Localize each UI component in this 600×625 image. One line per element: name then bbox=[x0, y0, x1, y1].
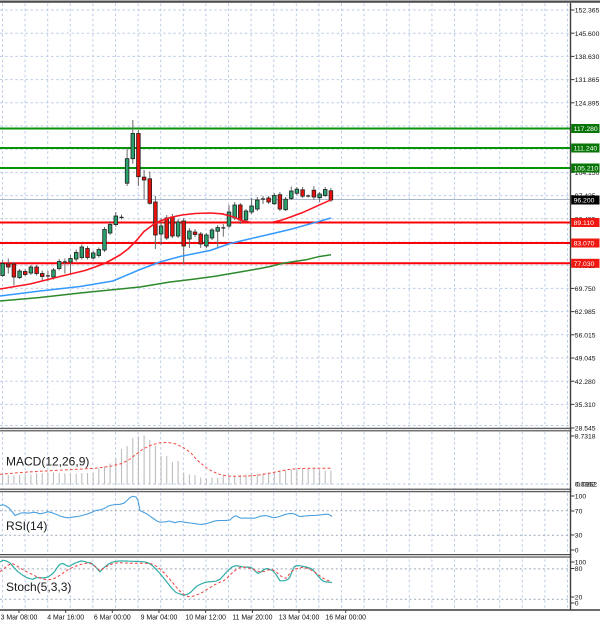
svg-text:131.865: 131.865 bbox=[575, 77, 600, 84]
svg-text:138.630: 138.630 bbox=[575, 54, 600, 61]
svg-text:16 Mar 00:00: 16 Mar 00:00 bbox=[325, 614, 366, 621]
svg-text:35.310: 35.310 bbox=[575, 402, 596, 409]
svg-text:117.280: 117.280 bbox=[574, 126, 598, 133]
svg-text:20: 20 bbox=[575, 595, 583, 602]
svg-text:13 Mar 04:00: 13 Mar 04:00 bbox=[279, 614, 320, 621]
svg-text:0: 0 bbox=[575, 548, 579, 555]
svg-text:0: 0 bbox=[575, 601, 579, 608]
svg-text:9 Mar 04:00: 9 Mar 04:00 bbox=[141, 614, 178, 621]
svg-text:RSI(14): RSI(14) bbox=[6, 519, 47, 533]
svg-text:145.600: 145.600 bbox=[575, 31, 600, 38]
svg-text:42.280: 42.280 bbox=[575, 379, 596, 386]
svg-text:0.0262: 0.0262 bbox=[576, 482, 597, 489]
svg-text:0.0362: 0.0362 bbox=[575, 482, 596, 489]
svg-text:124.895: 124.895 bbox=[575, 100, 600, 107]
svg-text:49.045: 49.045 bbox=[575, 356, 596, 363]
svg-text:96.200: 96.200 bbox=[574, 198, 595, 205]
svg-text:30: 30 bbox=[575, 533, 583, 540]
svg-text:104.150: 104.150 bbox=[575, 170, 600, 177]
svg-text:105.210: 105.210 bbox=[574, 166, 599, 173]
svg-text:77.030: 77.030 bbox=[574, 261, 595, 268]
svg-text:8.7318: 8.7318 bbox=[575, 434, 596, 441]
svg-text:3 Mar 08:00: 3 Mar 08:00 bbox=[1, 614, 38, 621]
svg-text:89.110: 89.110 bbox=[574, 220, 595, 227]
svg-text:100: 100 bbox=[575, 560, 587, 567]
svg-text:70: 70 bbox=[575, 509, 583, 516]
svg-text:69.750: 69.750 bbox=[575, 286, 596, 293]
svg-text:62.985: 62.985 bbox=[575, 309, 596, 316]
svg-text:MACD(12,26,9): MACD(12,26,9) bbox=[6, 455, 89, 469]
svg-text:Stoch(5,3,3): Stoch(5,3,3) bbox=[6, 580, 71, 594]
svg-text:100: 100 bbox=[575, 494, 587, 501]
svg-text:10 Mar 12:00: 10 Mar 12:00 bbox=[185, 614, 226, 621]
svg-text:111.240: 111.240 bbox=[574, 146, 598, 153]
svg-text:152.365: 152.365 bbox=[575, 8, 600, 15]
svg-text:83.070: 83.070 bbox=[574, 241, 595, 248]
svg-text:6 Mar 00:00: 6 Mar 00:00 bbox=[94, 614, 131, 621]
svg-text:11 Mar 20:00: 11 Mar 20:00 bbox=[232, 614, 272, 621]
svg-text:28.545: 28.545 bbox=[575, 426, 596, 433]
svg-text:80: 80 bbox=[575, 566, 583, 573]
svg-text:56.015: 56.015 bbox=[575, 332, 596, 339]
svg-text:4 Mar 16:00: 4 Mar 16:00 bbox=[47, 614, 84, 621]
